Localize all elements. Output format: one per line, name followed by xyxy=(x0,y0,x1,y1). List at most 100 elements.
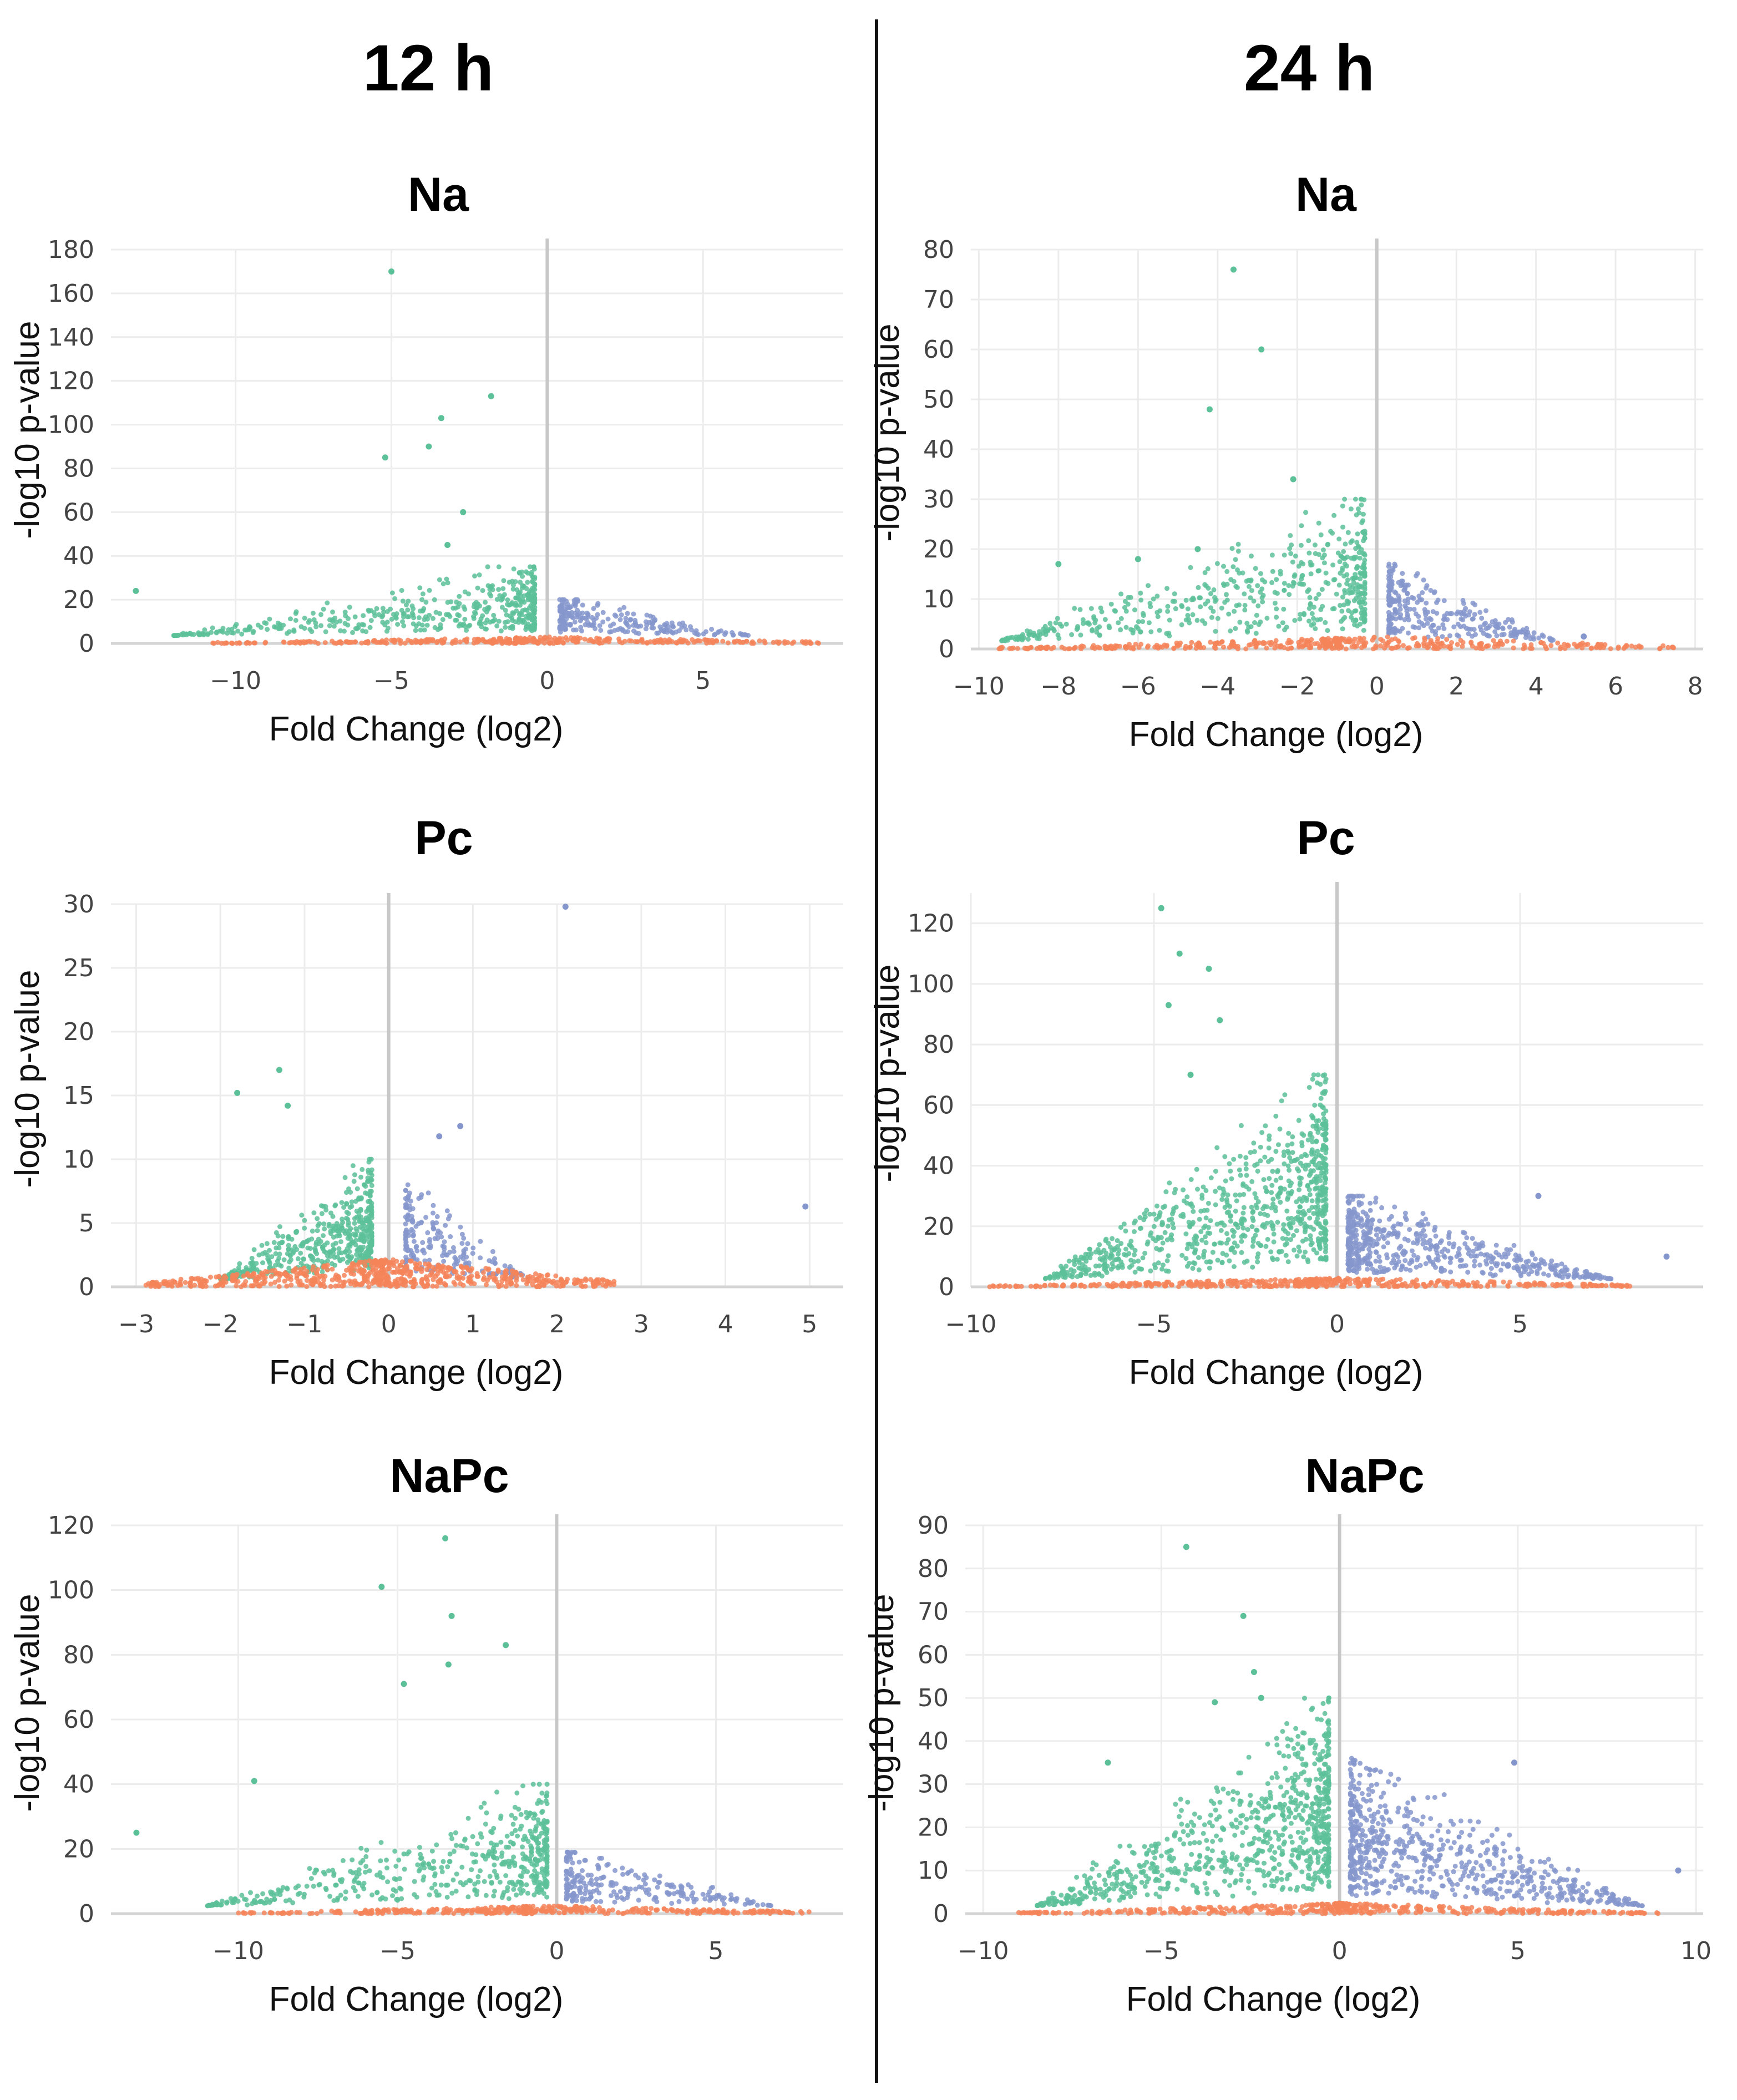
data-point xyxy=(302,1218,307,1223)
data-point xyxy=(1090,627,1095,632)
data-point xyxy=(1583,642,1588,648)
data-point xyxy=(1154,610,1160,615)
data-point xyxy=(1272,645,1278,651)
data-point xyxy=(359,1252,364,1258)
data-point xyxy=(241,1274,246,1279)
data-point xyxy=(507,1276,513,1281)
data-point xyxy=(342,1231,348,1236)
data-point xyxy=(477,619,483,625)
data-point xyxy=(1552,1265,1557,1271)
data-point xyxy=(1341,573,1346,579)
data-point xyxy=(417,585,423,591)
data-point xyxy=(1163,1189,1169,1195)
outlier-point xyxy=(285,1102,291,1109)
data-point xyxy=(1308,571,1314,577)
data-point xyxy=(1138,590,1143,596)
data-point xyxy=(1275,1169,1280,1175)
data-point xyxy=(438,622,443,627)
data-point xyxy=(346,1211,351,1216)
data-point xyxy=(403,1205,408,1210)
data-point xyxy=(1492,1261,1498,1266)
data-point xyxy=(269,1254,275,1260)
data-point xyxy=(1307,1192,1313,1198)
data-point xyxy=(1237,602,1242,608)
data-point xyxy=(337,618,343,624)
data-point xyxy=(1319,587,1325,592)
data-point xyxy=(229,627,235,632)
data-point xyxy=(366,1206,371,1212)
data-point xyxy=(496,587,502,592)
data-point xyxy=(1215,1257,1221,1263)
data-point xyxy=(503,625,508,630)
data-point xyxy=(289,1236,295,1242)
data-point xyxy=(202,1280,208,1286)
data-point xyxy=(616,636,622,642)
data-point xyxy=(348,1189,353,1195)
data-point xyxy=(1151,1224,1157,1229)
data-point xyxy=(309,1277,315,1283)
data-point xyxy=(441,1259,447,1264)
data-point xyxy=(1483,621,1488,626)
data-point xyxy=(1373,1199,1378,1205)
data-point xyxy=(1386,598,1391,603)
data-point xyxy=(1224,1252,1229,1258)
data-point xyxy=(1115,1238,1120,1244)
data-point xyxy=(1504,638,1510,644)
data-point xyxy=(1441,598,1447,603)
data-point xyxy=(390,1282,395,1287)
data-point xyxy=(1289,640,1294,645)
data-point xyxy=(279,1240,285,1245)
data-point xyxy=(491,612,497,618)
data-point xyxy=(308,1253,313,1259)
data-point xyxy=(1183,1256,1189,1261)
data-point xyxy=(591,1284,596,1289)
data-point xyxy=(379,638,385,643)
data-point xyxy=(742,632,748,637)
data-point xyxy=(1194,1166,1199,1172)
data-point xyxy=(1353,618,1359,623)
data-point xyxy=(1373,643,1379,648)
data-point xyxy=(1234,585,1240,590)
data-point xyxy=(1123,1246,1128,1252)
data-point xyxy=(405,1182,411,1188)
data-point xyxy=(239,1284,244,1290)
data-point xyxy=(1427,616,1432,621)
data-point xyxy=(1148,604,1153,610)
x-tick-label: 0 xyxy=(381,1310,397,1338)
data-point xyxy=(1235,643,1240,649)
y-tick-label: 70 xyxy=(923,286,954,314)
data-point xyxy=(1424,585,1429,591)
data-point xyxy=(662,622,667,627)
data-point xyxy=(1308,1233,1313,1239)
data-point xyxy=(214,630,220,635)
data-point xyxy=(1348,506,1354,512)
data-point xyxy=(1189,640,1194,645)
data-point xyxy=(400,598,406,604)
data-point xyxy=(483,626,488,632)
data-point xyxy=(1156,645,1161,651)
data-point xyxy=(559,615,565,621)
data-point xyxy=(1219,639,1225,645)
data-point xyxy=(1243,1155,1249,1160)
data-point xyxy=(1070,1274,1075,1280)
data-point xyxy=(1311,1168,1316,1174)
data-point xyxy=(1237,1153,1243,1159)
data-point xyxy=(432,1266,438,1272)
data-point xyxy=(1205,1230,1211,1236)
data-point xyxy=(376,1260,381,1265)
data-point xyxy=(515,591,521,597)
data-point xyxy=(425,1230,431,1235)
data-point xyxy=(1310,1077,1315,1082)
data-point xyxy=(1522,1269,1527,1275)
data-point xyxy=(1424,600,1429,606)
data-point xyxy=(1083,1259,1089,1264)
data-point xyxy=(1097,1263,1102,1269)
data-point xyxy=(499,605,505,610)
data-point xyxy=(344,639,350,645)
data-point xyxy=(1159,1266,1164,1272)
data-point xyxy=(1078,1273,1083,1279)
data-point xyxy=(1147,1211,1153,1217)
data-point xyxy=(344,1201,350,1206)
data-point xyxy=(492,1260,498,1266)
data-point xyxy=(1313,596,1319,601)
